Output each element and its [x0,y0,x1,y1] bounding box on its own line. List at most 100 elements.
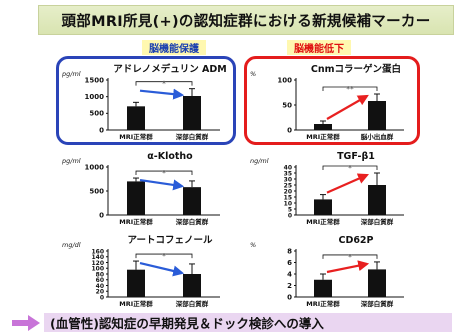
trend-arrow [139,261,185,277]
chart-cnm-collagen: Cnmコラーゲン蛋白% 0 50 100 MRI正常群 脳小出血群 ** [250,63,404,141]
y-tick-label: 5 [288,206,292,213]
significance-label: * [162,80,166,89]
category-label-decline: 脳機能低下 [287,40,351,55]
y-tick-label: 1000 [85,93,105,101]
y-tick-label: 4 [287,270,292,278]
y-tick-label: 1500 [85,76,105,84]
bar [127,269,145,297]
chart-title: アートコフェノール [128,235,213,246]
x-tick-label: MRI正常群 [306,132,340,141]
conclusion-banner: (血管性)認知症の早期発見＆ドック検診への導入 [12,313,452,332]
y-tick-label: 15 [284,194,292,201]
trend-arrow [139,178,185,191]
y-tick-label: 20 [284,188,292,195]
conclusion-text: (血管性)認知症の早期発見＆ドック検診への導入 [44,313,452,332]
x-tick-label: 深部白質群 [176,299,209,308]
bar [314,199,332,215]
y-tick-label: 140 [91,254,104,261]
chart-title: Cnmコラーゲン蛋白 [311,63,401,75]
y-tick-label: 100 [277,76,292,84]
significance-label: * [162,169,166,178]
x-tick-label: 深部白質群 [176,217,209,226]
y-tick-label: 6 [287,259,292,267]
chart-alpha-klotho: α-Klotho pg/ml 0 500 1000 MRI正常群 深部白質群 * [61,151,220,226]
y-tick-label: 120 [91,260,104,267]
bar [368,269,386,297]
bar [127,106,145,130]
bar [183,187,201,215]
x-tick-label: 深部白質群 [176,132,209,141]
y-tick-label: 10 [284,200,292,207]
chart-unit: % [250,241,256,249]
y-tick-label: 0 [288,212,292,219]
x-tick-label: 深部白質群 [361,217,394,226]
chart-unit: % [250,70,256,78]
chart-title: α-Klotho [147,151,193,162]
significance-bracket [135,170,193,176]
significance-label: * [162,252,166,261]
x-tick-label: MRI正常群 [306,299,340,308]
chart-unit: pg/ml [61,70,81,78]
y-tick-label: 0 [287,126,292,134]
y-tick-label: 500 [89,110,104,118]
trend-arrow [326,94,369,120]
y-tick-label: 100 [91,266,104,273]
significance-label: * [348,164,352,173]
trend-arrow [326,173,370,194]
y-tick-label: 2 [287,282,292,290]
y-tick-label: 40 [96,283,104,290]
x-tick-label: 深部白質群 [361,299,394,308]
chart-adm: アドレノメデュリン ADM pg/ml 0 500 1000 1500 MRI正常群 深部白質… [61,63,227,141]
x-tick-label: MRI正常群 [119,299,153,308]
x-tick-label: MRI正常群 [119,132,153,141]
significance-bracket [135,253,193,259]
bar [368,185,386,215]
bar [314,279,332,297]
protective-highlight-frame [56,56,236,145]
significance-label: * [348,253,352,262]
y-tick-label: 8 [287,247,292,255]
y-tick-label: 25 [284,182,292,189]
chart-title: CD62P [338,235,373,246]
y-tick-label: 80 [96,271,104,278]
bar [183,274,201,297]
y-tick-label: 0 [99,126,104,134]
y-tick-label: 60 [96,277,104,284]
bar [127,181,145,215]
chart-title: アドレノメデュリン ADM [113,63,227,75]
significance-bracket [322,254,378,259]
y-tick-label: 160 [91,248,104,255]
chart-unit: pg/ml [61,157,81,165]
page-title: 頭部MRI所見(+)の認知症群における新規候補マーカー [38,5,454,35]
right-arrow-icon [12,314,40,331]
chart-cd62p: CD62P% 0 2 4 6 8 MRI正常群 深部白質群 * [250,235,404,308]
significance-label: ** [346,85,354,94]
y-tick-label: 35 [284,170,292,177]
bar [314,124,332,130]
x-tick-label: MRI正常群 [306,217,340,226]
y-tick-label: 0 [99,211,104,219]
x-tick-label: MRI正常群 [119,217,153,226]
significance-bracket [322,165,378,170]
y-tick-label: 20 [96,289,104,296]
y-tick-label: 500 [89,187,104,195]
y-tick-label: 0 [287,293,292,301]
y-tick-label: 40 [284,164,292,171]
y-tick-label: 1000 [85,163,105,171]
chart-unit: mg/dl [62,241,81,249]
decline-highlight-frame [244,56,420,145]
chart-unit: ng/ml [250,157,269,165]
y-tick-label: 50 [282,101,292,109]
significance-bracket [135,81,193,86]
category-label-protective: 脳機能保護 [142,40,206,55]
bar [183,96,201,130]
y-tick-label: 0 [100,294,104,301]
y-tick-label: 30 [284,176,292,183]
trend-arrow [139,88,185,100]
bar [368,101,386,130]
significance-bracket [322,86,378,91]
chart-title: TGF-β1 [337,151,375,162]
trend-arrow [326,260,370,274]
